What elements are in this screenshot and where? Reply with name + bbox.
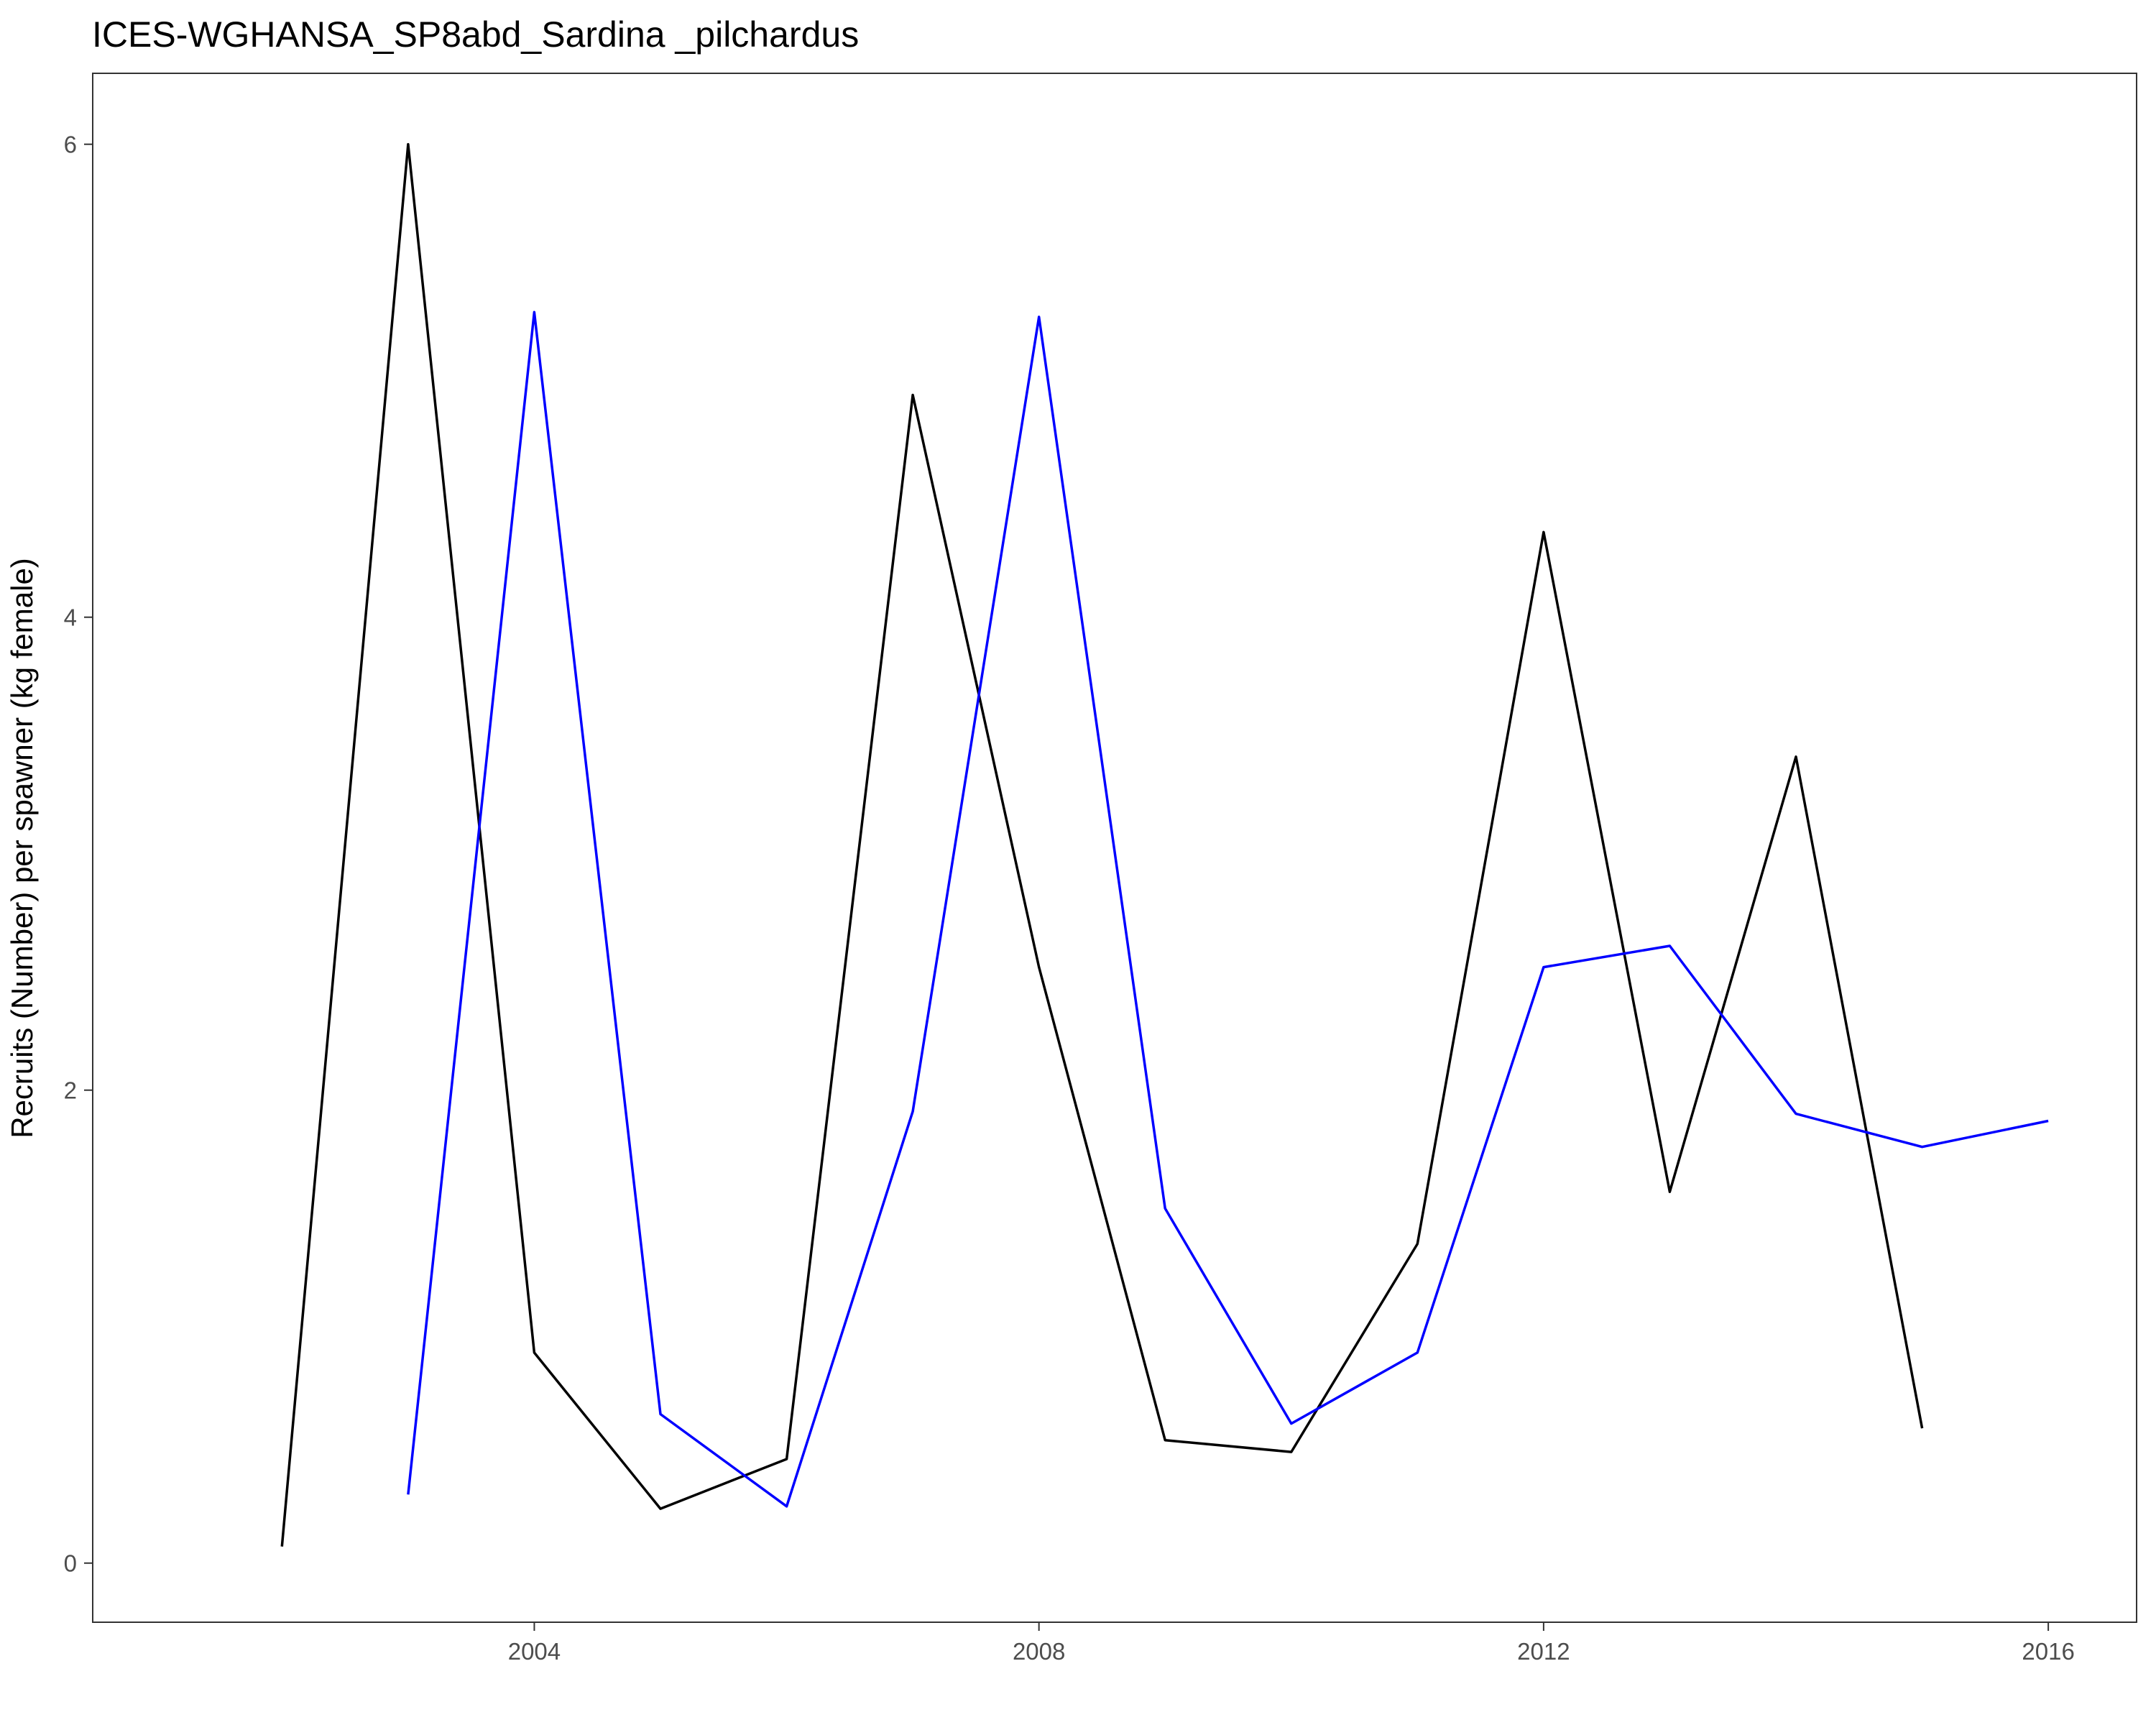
series-layer <box>280 142 2049 1547</box>
x-tick-label: 2016 <box>2022 1638 2074 1665</box>
series-line-black <box>280 142 1924 1547</box>
x-tick-label: 2008 <box>1013 1638 1065 1665</box>
chart-title: ICES-WGHANSA_SP8abd_Sardina _pilchardus <box>92 14 859 55</box>
y-tick-label: 2 <box>64 1077 77 1104</box>
x-tick-label: 2012 <box>1517 1638 1570 1665</box>
x-axis: 2004 2008 2012 2016 <box>508 1622 2075 1665</box>
y-axis-label: Recruits (Number) per spawner (kg female… <box>5 558 39 1138</box>
x-tick-label: 2004 <box>508 1638 561 1665</box>
y-axis: 0 2 4 6 <box>64 132 93 1577</box>
series-line-blue <box>407 310 2049 1508</box>
y-tick-label: 4 <box>64 604 77 631</box>
y-tick-label: 6 <box>64 132 77 158</box>
y-tick-label: 0 <box>64 1550 77 1577</box>
